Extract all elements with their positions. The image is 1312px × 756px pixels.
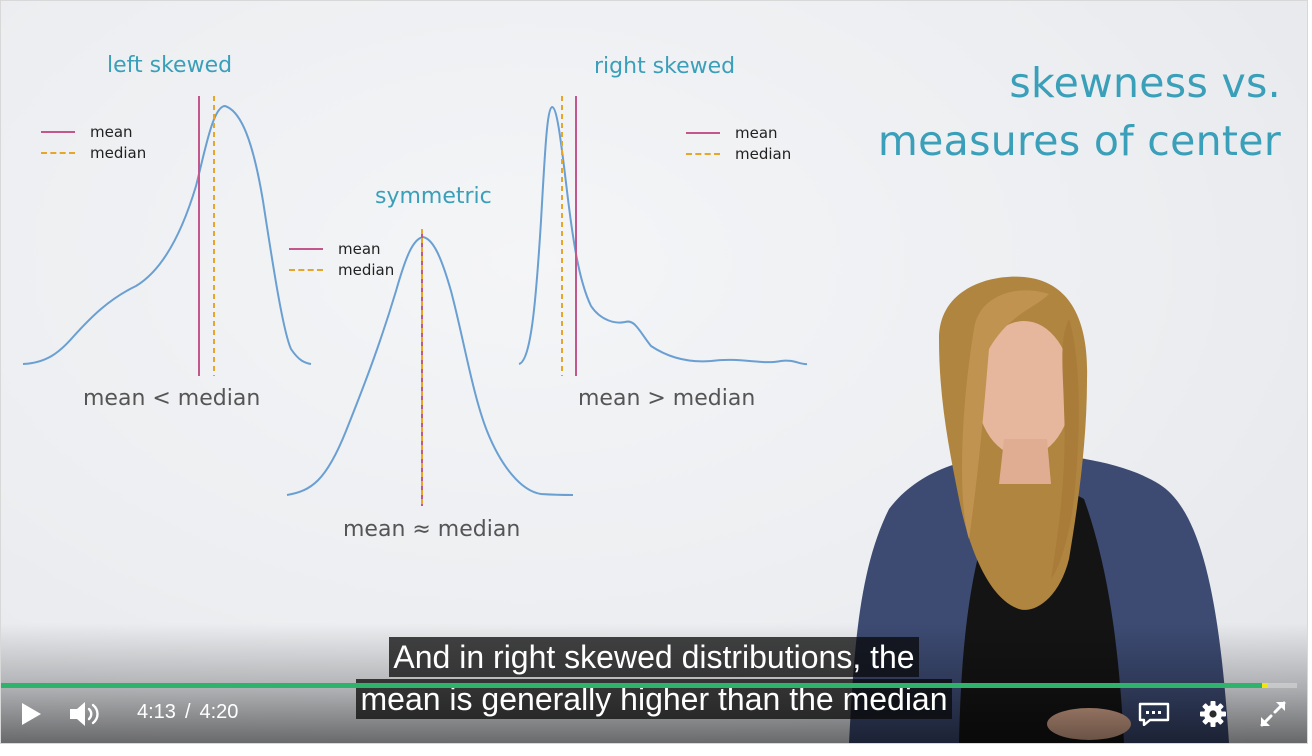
- symmetric-label: symmetric: [375, 184, 492, 209]
- mean-swatch: [289, 247, 323, 250]
- play-button[interactable]: [11, 691, 51, 737]
- volume-button[interactable]: [63, 691, 107, 737]
- time-separator: /: [184, 701, 191, 723]
- right-legend: mean median: [686, 122, 791, 164]
- mean-swatch: [686, 131, 720, 134]
- volume-icon: [70, 702, 99, 726]
- captions-icon: [1138, 702, 1170, 726]
- symmetric-legend: mean median: [289, 238, 394, 280]
- legend-median-label: median: [338, 260, 395, 279]
- duration: 4:20: [199, 701, 239, 723]
- gear-icon: [1200, 701, 1226, 727]
- fullscreen-icon: [1260, 701, 1286, 727]
- caption-line-1: And in right skewed distributions, the: [389, 637, 919, 677]
- median-swatch: [686, 152, 720, 155]
- median-swatch: [41, 151, 75, 154]
- fullscreen-button[interactable]: [1253, 691, 1293, 737]
- legend-mean-label: mean: [338, 239, 381, 258]
- slide-title-line-1: skewness vs.: [1009, 59, 1281, 107]
- legend-median-label: median: [735, 144, 792, 163]
- symmetric-curve: [286, 235, 574, 496]
- progress-fill: [1, 683, 1262, 688]
- progress-marker: [1262, 683, 1268, 688]
- left-skewed-curve: [22, 104, 312, 365]
- left-comparison: mean < median: [83, 386, 261, 411]
- right-skewed-label: right skewed: [594, 54, 736, 79]
- legend-median-label: median: [90, 143, 147, 162]
- left-skewed-label: left skewed: [107, 53, 233, 78]
- left-legend: mean median: [41, 121, 146, 163]
- play-icon: [22, 703, 41, 725]
- captions-button[interactable]: [1133, 691, 1175, 737]
- legend-mean-label: mean: [735, 123, 778, 142]
- mean-swatch: [41, 130, 75, 133]
- right-skewed-curve: [518, 105, 808, 366]
- settings-button[interactable]: [1193, 691, 1233, 737]
- legend-mean-label: mean: [90, 122, 133, 141]
- slide-graphics: [22, 96, 808, 506]
- current-time: 4:13: [137, 701, 176, 723]
- slide-title-line-2: measures of center: [877, 117, 1281, 165]
- symmetric-comparison: mean ≈ median: [343, 517, 521, 542]
- right-comparison: mean > median: [578, 386, 756, 411]
- time-display: 4:13 / 4:20: [137, 701, 238, 724]
- median-swatch: [289, 268, 323, 271]
- progress-bar[interactable]: [1, 683, 1297, 688]
